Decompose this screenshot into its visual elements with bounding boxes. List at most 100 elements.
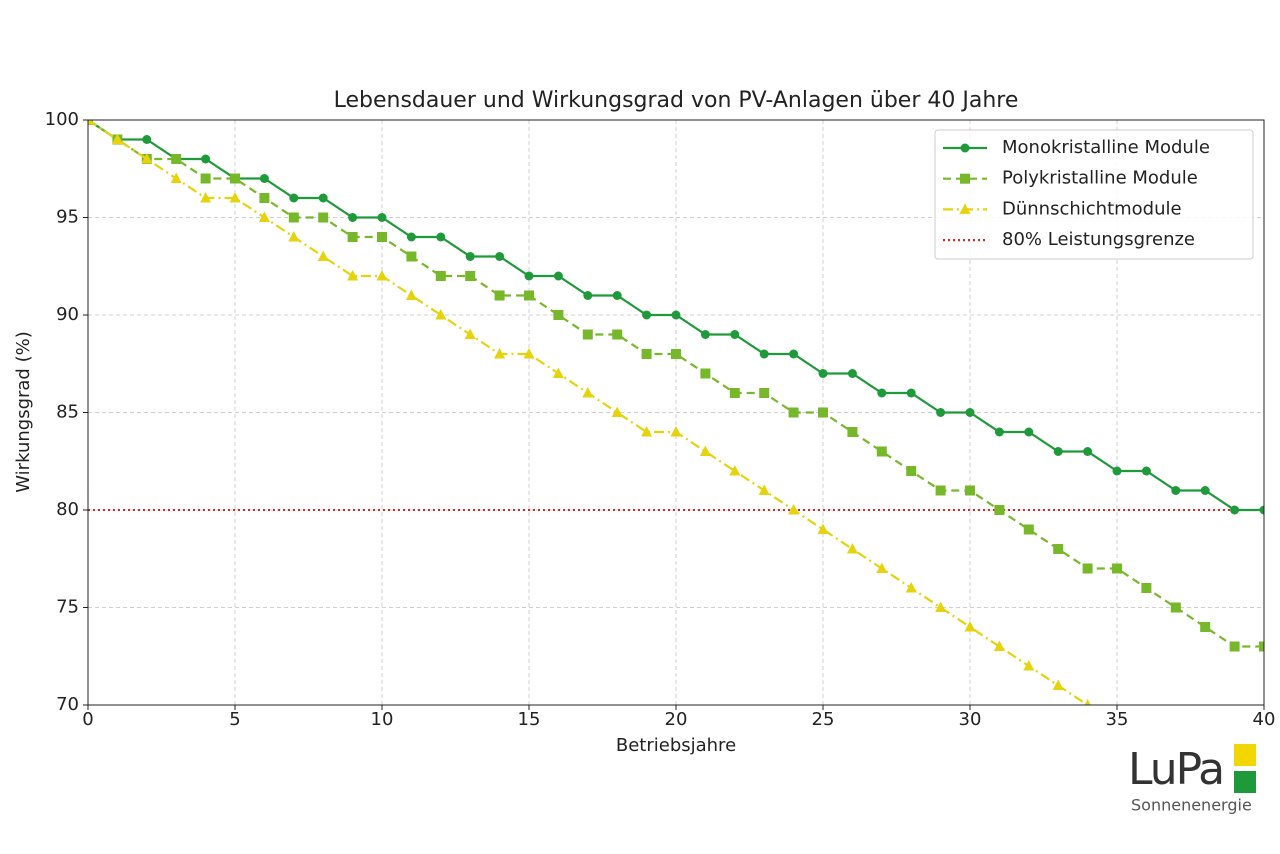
marker — [288, 212, 299, 223]
marker — [612, 329, 623, 340]
marker — [406, 251, 417, 262]
marker — [230, 173, 240, 184]
y-tick-label: 100 — [45, 109, 79, 130]
marker — [1052, 679, 1064, 690]
logo: LuPa Sonnenenergie — [1128, 744, 1256, 815]
marker — [465, 271, 476, 281]
marker — [524, 290, 534, 301]
logo-square — [1234, 744, 1256, 766]
marker — [317, 250, 329, 261]
marker — [523, 348, 535, 359]
y-tick-label: 70 — [56, 694, 79, 715]
marker — [936, 408, 946, 417]
marker — [406, 232, 416, 242]
marker — [377, 213, 387, 222]
plot-area — [88, 120, 1264, 705]
marker — [1053, 544, 1064, 554]
marker — [171, 154, 182, 164]
marker — [583, 291, 593, 300]
marker — [552, 367, 564, 378]
x-tick-label: 40 — [1253, 709, 1276, 730]
marker — [1171, 486, 1181, 495]
marker — [788, 504, 800, 515]
marker — [1141, 466, 1151, 476]
marker — [612, 291, 622, 300]
logo-square — [1234, 771, 1256, 793]
series-line — [88, 120, 1264, 648]
legend-label: Monokristalline Module — [1002, 137, 1210, 158]
marker — [1023, 660, 1035, 671]
marker — [671, 349, 681, 359]
marker — [259, 193, 270, 203]
x-tick-label: 0 — [82, 709, 93, 730]
marker — [993, 640, 1005, 651]
marker — [494, 348, 506, 359]
legend-label: 80% Leistungsgrenze — [1002, 229, 1195, 250]
marker — [1170, 602, 1181, 613]
marker — [729, 465, 741, 476]
marker — [200, 192, 212, 203]
marker — [229, 192, 241, 203]
x-tick-label: 30 — [959, 709, 982, 730]
x-tick-label: 10 — [371, 709, 394, 730]
marker — [377, 232, 387, 242]
marker — [671, 310, 681, 320]
marker — [759, 388, 770, 398]
marker — [759, 349, 769, 359]
marker — [347, 270, 359, 281]
marker — [435, 309, 447, 320]
y-tick-label: 85 — [56, 402, 79, 423]
marker — [876, 562, 888, 573]
x-tick-label: 5 — [229, 709, 240, 730]
marker — [1023, 524, 1034, 535]
marker — [1112, 563, 1122, 574]
marker — [288, 231, 300, 242]
marker — [1259, 505, 1264, 515]
x-axis-label: Betriebsjahre — [616, 735, 736, 756]
marker — [1082, 563, 1093, 574]
logo-subtitle: Sonnenenergie — [1131, 796, 1252, 815]
y-tick-label: 75 — [56, 597, 79, 618]
marker — [847, 369, 857, 378]
marker — [817, 523, 829, 534]
logo-text: LuPa — [1128, 744, 1223, 795]
marker — [259, 174, 269, 183]
marker — [553, 271, 563, 281]
marker — [758, 484, 770, 495]
marker — [258, 211, 270, 222]
marker — [1024, 427, 1034, 437]
marker — [436, 232, 446, 242]
marker — [935, 485, 946, 496]
legend-box — [934, 129, 1254, 260]
marker — [170, 172, 182, 183]
marker — [435, 271, 446, 281]
marker — [1084, 699, 1091, 705]
marker — [611, 406, 623, 417]
marker — [789, 349, 799, 359]
marker — [877, 388, 887, 398]
y-tick-label: 90 — [56, 304, 79, 325]
marker — [111, 133, 123, 144]
x-tick-label: 25 — [812, 709, 835, 730]
marker — [141, 153, 153, 164]
marker — [318, 212, 329, 223]
legend: Monokristalline Module Polykristalline Mo… — [934, 129, 1254, 260]
marker — [524, 271, 534, 281]
marker — [788, 407, 799, 418]
marker — [729, 388, 740, 398]
legend-label: Polykristalline Module — [1002, 168, 1198, 189]
marker — [495, 252, 505, 261]
marker — [642, 310, 652, 320]
marker — [1259, 641, 1264, 652]
marker — [1083, 447, 1093, 456]
marker — [699, 445, 711, 456]
x-tick-label: 35 — [1106, 709, 1129, 730]
marker — [641, 349, 652, 359]
marker — [464, 328, 476, 339]
marker — [582, 387, 594, 398]
marker — [818, 369, 828, 378]
marker — [553, 310, 564, 320]
marker — [818, 407, 828, 418]
marker — [1141, 583, 1152, 593]
